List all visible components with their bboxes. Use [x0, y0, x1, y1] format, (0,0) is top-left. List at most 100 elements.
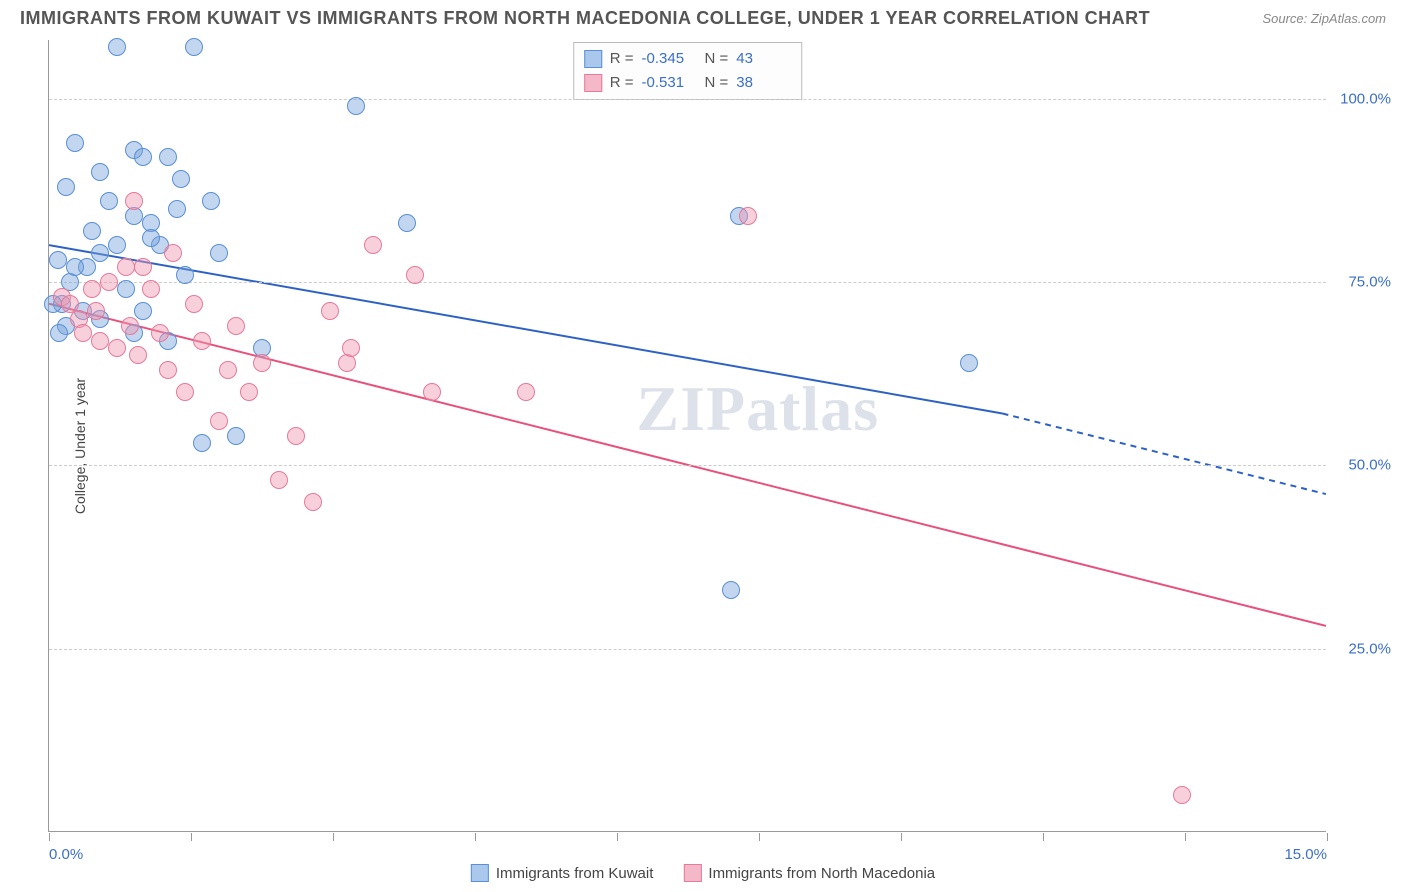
- data-point-kuwait: [108, 236, 126, 254]
- data-point-kuwait: [398, 214, 416, 232]
- data-point-kuwait: [66, 258, 84, 276]
- data-point-macedonia: [423, 383, 441, 401]
- data-point-macedonia: [210, 412, 228, 430]
- chart-plot-area: ZIPatlas R =-0.345N =43R =-0.531N =38 25…: [48, 40, 1326, 832]
- gridline-h: [49, 649, 1326, 650]
- x-tick: [191, 833, 192, 841]
- legend-stat-row: R = -0.345 N = 43: [584, 47, 792, 71]
- correlation-legend: R = -0.345 N = 43 R = -0.531 N = 38: [573, 42, 803, 100]
- data-point-macedonia: [159, 361, 177, 379]
- data-point-kuwait: [960, 354, 978, 372]
- x-tick: [617, 833, 618, 841]
- gridline-h: [49, 99, 1326, 100]
- data-point-kuwait: [50, 324, 68, 342]
- data-point-kuwait: [108, 38, 126, 56]
- data-point-macedonia: [125, 192, 143, 210]
- data-point-kuwait: [91, 244, 109, 262]
- x-tick: [759, 833, 760, 841]
- y-tick-label: 50.0%: [1348, 457, 1391, 474]
- x-tick-label: 15.0%: [1284, 846, 1327, 863]
- legend-label: Immigrants from North Macedonia: [708, 865, 935, 882]
- data-point-macedonia: [227, 317, 245, 335]
- n-label: N =: [705, 71, 729, 95]
- r-value: -0.531: [642, 71, 697, 95]
- r-label: R =: [610, 71, 634, 95]
- data-point-macedonia: [91, 332, 109, 350]
- data-point-kuwait: [168, 200, 186, 218]
- data-point-kuwait: [193, 434, 211, 452]
- data-point-macedonia: [240, 383, 258, 401]
- data-point-macedonia: [108, 339, 126, 357]
- data-point-macedonia: [342, 339, 360, 357]
- data-point-macedonia: [1173, 786, 1191, 804]
- n-value: 43: [736, 47, 791, 71]
- data-point-kuwait: [159, 148, 177, 166]
- data-point-macedonia: [100, 273, 118, 291]
- x-tick: [1043, 833, 1044, 841]
- data-point-kuwait: [49, 251, 67, 269]
- data-point-kuwait: [66, 134, 84, 152]
- data-point-macedonia: [185, 295, 203, 313]
- data-point-kuwait: [210, 244, 228, 262]
- data-point-macedonia: [176, 383, 194, 401]
- x-tick: [1185, 833, 1186, 841]
- data-point-kuwait: [100, 192, 118, 210]
- data-point-macedonia: [364, 236, 382, 254]
- data-point-kuwait: [347, 97, 365, 115]
- x-tick: [1327, 833, 1328, 841]
- legend-item: Immigrants from Kuwait: [471, 864, 654, 882]
- data-point-macedonia: [121, 317, 139, 335]
- data-point-kuwait: [57, 178, 75, 196]
- legend-item: Immigrants from North Macedonia: [683, 864, 935, 882]
- watermark-text: ZIPatlas: [636, 372, 879, 446]
- data-point-kuwait: [202, 192, 220, 210]
- legend-swatch: [584, 50, 602, 68]
- x-tick: [49, 833, 50, 841]
- data-point-macedonia: [142, 280, 160, 298]
- n-label: N =: [705, 47, 729, 71]
- y-tick-label: 75.0%: [1348, 274, 1391, 291]
- data-point-macedonia: [129, 346, 147, 364]
- data-point-macedonia: [164, 244, 182, 262]
- data-point-kuwait: [134, 148, 152, 166]
- data-point-macedonia: [406, 266, 424, 284]
- data-point-macedonia: [134, 258, 152, 276]
- data-point-macedonia: [219, 361, 237, 379]
- data-point-kuwait: [142, 229, 160, 247]
- y-tick-label: 100.0%: [1340, 90, 1391, 107]
- data-point-kuwait: [722, 581, 740, 599]
- y-tick-label: 25.0%: [1348, 640, 1391, 657]
- data-point-kuwait: [227, 427, 245, 445]
- data-point-macedonia: [304, 493, 322, 511]
- data-point-kuwait: [91, 163, 109, 181]
- data-point-kuwait: [185, 38, 203, 56]
- legend-swatch: [584, 74, 602, 92]
- data-point-kuwait: [83, 222, 101, 240]
- data-point-macedonia: [321, 302, 339, 320]
- data-point-kuwait: [134, 302, 152, 320]
- data-point-macedonia: [74, 324, 92, 342]
- source-attribution: Source: ZipAtlas.com: [1262, 11, 1386, 26]
- chart-title: IMMIGRANTS FROM KUWAIT VS IMMIGRANTS FRO…: [20, 8, 1150, 29]
- data-point-macedonia: [739, 207, 757, 225]
- gridline-h: [49, 465, 1326, 466]
- legend-swatch: [471, 864, 489, 882]
- data-point-kuwait: [172, 170, 190, 188]
- data-point-macedonia: [517, 383, 535, 401]
- legend-stat-row: R = -0.531 N = 38: [584, 71, 792, 95]
- data-point-kuwait: [176, 266, 194, 284]
- x-tick: [333, 833, 334, 841]
- legend-swatch: [683, 864, 701, 882]
- data-point-macedonia: [193, 332, 211, 350]
- n-value: 38: [736, 71, 791, 95]
- r-label: R =: [610, 47, 634, 71]
- gridline-h: [49, 282, 1326, 283]
- series-legend: Immigrants from Kuwait Immigrants from No…: [471, 864, 935, 882]
- data-point-macedonia: [83, 280, 101, 298]
- data-point-macedonia: [117, 258, 135, 276]
- r-value: -0.345: [642, 47, 697, 71]
- x-tick: [475, 833, 476, 841]
- data-point-kuwait: [117, 280, 135, 298]
- x-tick: [901, 833, 902, 841]
- data-point-macedonia: [270, 471, 288, 489]
